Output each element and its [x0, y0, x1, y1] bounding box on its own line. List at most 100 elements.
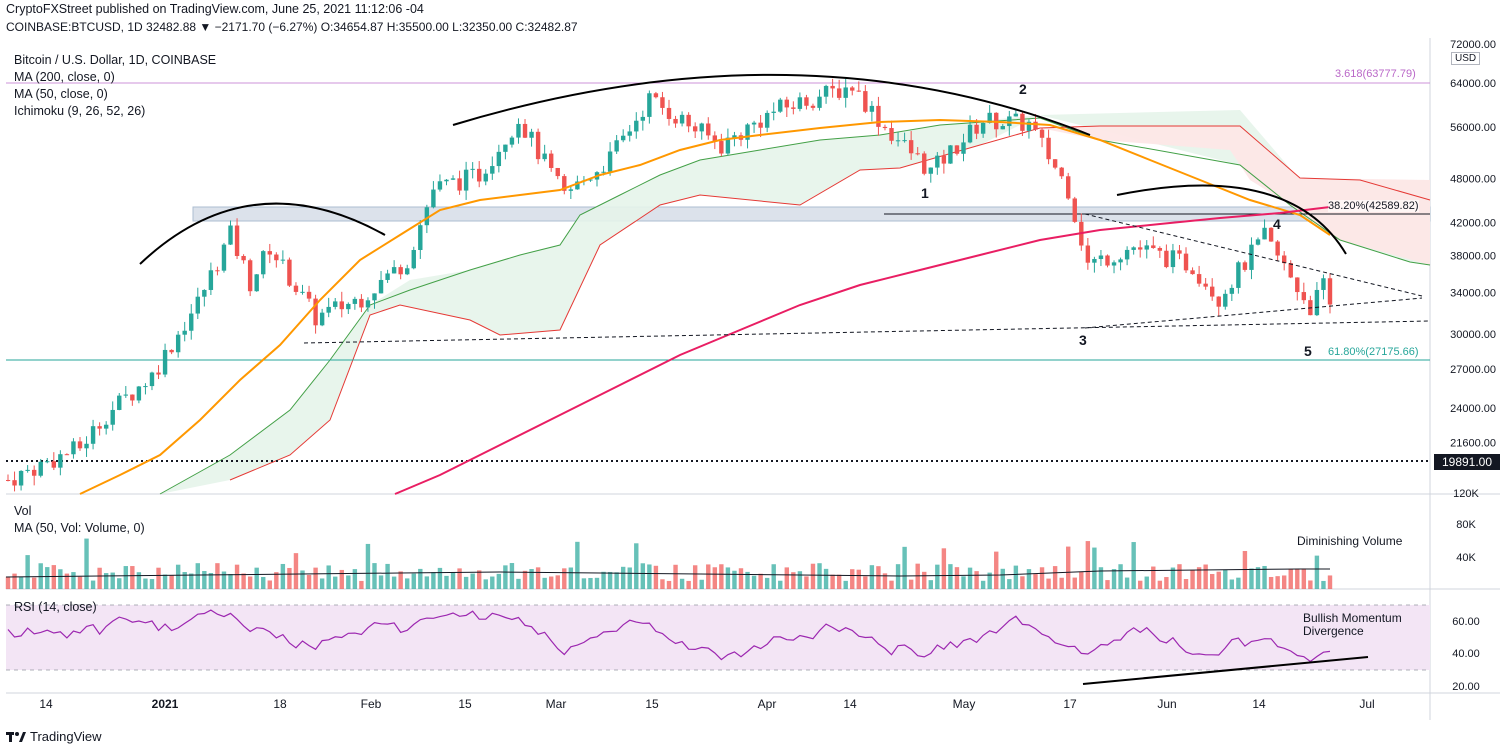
- candle-body: [189, 313, 194, 331]
- volume-bar: [228, 573, 233, 589]
- volume-bar: [221, 571, 227, 589]
- x-tick-label: 14: [39, 697, 53, 711]
- candle-body: [418, 225, 423, 250]
- ma200-line: [394, 206, 1331, 495]
- candle-body: [1026, 121, 1032, 131]
- wave-label-2: 2: [1019, 81, 1027, 97]
- volume-tick-label: 40K: [1456, 552, 1476, 564]
- volume-bar: [1321, 580, 1326, 589]
- volume-bar: [1203, 564, 1208, 589]
- candle-body: [280, 259, 286, 261]
- candle-body: [1085, 245, 1091, 263]
- candle-body: [784, 99, 790, 108]
- wave-label-3: 3: [1079, 332, 1087, 348]
- candle-body: [1098, 255, 1104, 260]
- candle-body: [477, 168, 482, 182]
- volume-bar: [778, 580, 783, 589]
- volume-bar: [961, 576, 966, 589]
- candle-body: [1177, 250, 1182, 254]
- x-tick-label: 17: [1063, 697, 1077, 711]
- legend-rsi[interactable]: RSI (14, close): [14, 600, 97, 614]
- volume-bar: [568, 567, 574, 589]
- candle-body: [1039, 129, 1045, 138]
- candle-body: [169, 349, 174, 353]
- volume-bar: [719, 564, 724, 589]
- volume-bar: [339, 569, 344, 589]
- legend-vol-ma[interactable]: MA (50, Vol: Volume, 0): [14, 521, 145, 535]
- volume-bar: [620, 566, 626, 589]
- volume-bar: [562, 568, 567, 589]
- candle-body: [352, 298, 358, 304]
- candle-body: [516, 123, 521, 138]
- legend-ichimoku[interactable]: Ichimoku (9, 26, 52, 26): [14, 104, 146, 118]
- volume-bar: [287, 567, 292, 589]
- legend-vol[interactable]: Vol: [14, 504, 32, 518]
- price-tick-label: 56000.00: [1450, 122, 1496, 134]
- volume-bar: [836, 574, 842, 589]
- price-tick-label: 64000.00: [1450, 78, 1496, 90]
- volume-bar: [169, 575, 174, 589]
- volume-bar: [699, 579, 704, 589]
- candle-body: [915, 153, 920, 155]
- rsi-tick-label: 20.00: [1452, 681, 1480, 693]
- volume-bar: [313, 567, 318, 589]
- volume-bar: [876, 566, 881, 589]
- volume-bar: [738, 568, 744, 589]
- volume-bar: [385, 563, 390, 589]
- candle-body: [1066, 176, 1071, 199]
- candle-body: [241, 255, 246, 261]
- volume-bar: [974, 571, 979, 589]
- volume-ma-line: [5, 568, 1330, 578]
- rsi-divergence-line: [1082, 656, 1369, 685]
- candle-body: [706, 123, 711, 136]
- x-tick-label: Jul: [1359, 697, 1374, 711]
- volume-bar: [575, 541, 580, 589]
- candle-body: [300, 291, 305, 293]
- volume-bar: [123, 566, 129, 589]
- candle-body: [71, 441, 76, 455]
- candle-body: [1268, 227, 1274, 242]
- fib-618-label: 61.80%(27175.66): [1328, 346, 1419, 358]
- volume-bar: [915, 563, 920, 589]
- volume-bar: [640, 563, 646, 589]
- candle-body: [562, 176, 567, 191]
- volume-bar: [725, 567, 731, 589]
- volume-bar: [1013, 565, 1019, 589]
- volume-bar: [77, 576, 83, 589]
- volume-bar: [1124, 577, 1130, 589]
- ichimoku-span-b: [229, 125, 1431, 481]
- volume-bar: [627, 567, 632, 589]
- candle-body: [182, 330, 187, 335]
- volume-bar: [1301, 568, 1307, 589]
- volume-bar: [1085, 541, 1091, 589]
- candle-body: [548, 153, 554, 168]
- x-tick-label: 14: [1252, 697, 1266, 711]
- volume-bar: [457, 568, 462, 589]
- legend-title[interactable]: Bitcoin / U.S. Dollar, 1D, COINBASE: [14, 53, 217, 67]
- publisher-line: CryptoFXStreet published on TradingView.…: [6, 2, 424, 16]
- x-tick-label: Jun: [1157, 697, 1176, 711]
- candle-body: [261, 251, 266, 275]
- legend-ma50[interactable]: MA (50, close, 0): [14, 87, 108, 101]
- candle-body: [908, 140, 914, 154]
- volume-bar: [444, 575, 449, 589]
- volume-bar: [1072, 577, 1077, 589]
- volume-bar: [935, 564, 940, 589]
- volume-bar: [274, 572, 279, 589]
- volume-bar: [634, 543, 639, 589]
- volume-bar: [1131, 542, 1136, 589]
- candle-body: [1164, 250, 1169, 268]
- volume-bar: [1196, 567, 1202, 589]
- candle-body: [843, 87, 848, 98]
- currency-badge[interactable]: USD: [1451, 52, 1481, 65]
- volume-bar: [941, 548, 947, 589]
- volume-bar: [607, 571, 613, 589]
- candle-body: [1203, 283, 1208, 287]
- candle-body: [863, 91, 868, 112]
- legend-ma200[interactable]: MA (200, close, 0): [14, 70, 115, 84]
- x-tick-label: 14: [843, 697, 857, 711]
- volume-bar: [647, 564, 652, 589]
- footer[interactable]: TradingView: [6, 729, 102, 744]
- candle-body: [673, 118, 678, 124]
- candle-body: [575, 181, 580, 190]
